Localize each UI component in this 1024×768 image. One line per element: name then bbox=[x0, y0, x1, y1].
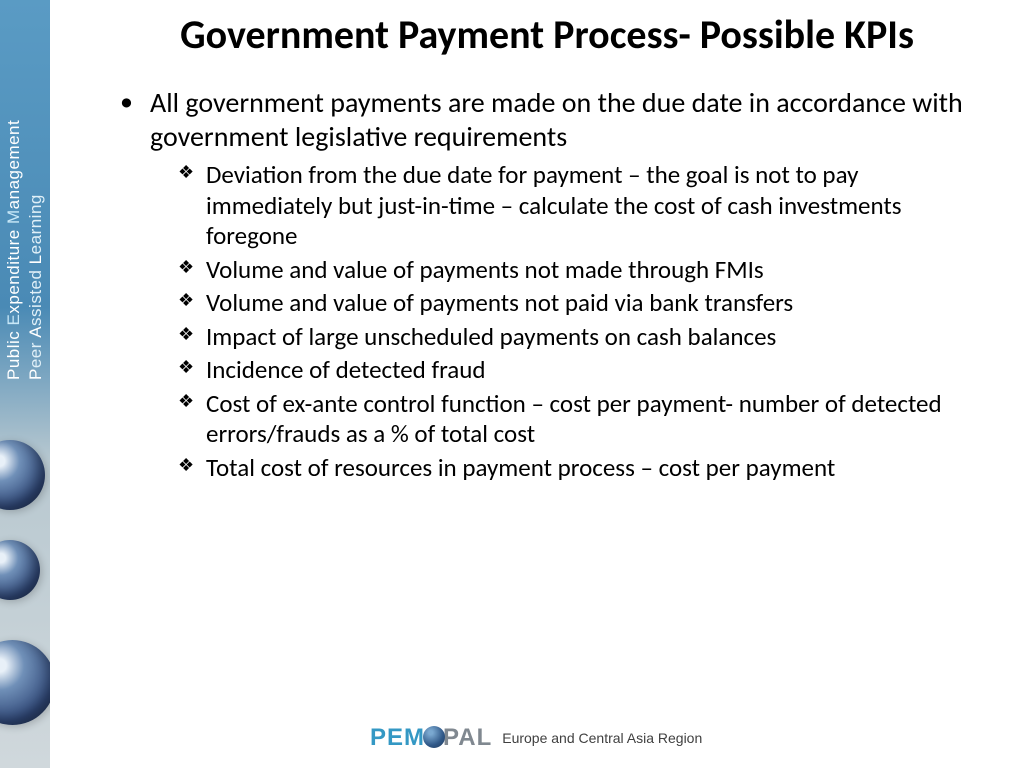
sidebar-decoration: Public Expenditure Management Peer Assis… bbox=[0, 0, 50, 768]
sub-bullet-item: Volume and value of payments not made th… bbox=[178, 255, 984, 286]
pempal-logo: PEMPAL bbox=[370, 724, 492, 752]
globe-icon bbox=[0, 440, 45, 510]
sub-bullet-item: Cost of ex-ante control function – cost … bbox=[178, 389, 984, 450]
sidebar-branding-text: Public Expenditure Management Peer Assis… bbox=[4, 120, 46, 380]
sub-bullet-list: Deviation from the due date for payment … bbox=[150, 160, 984, 483]
logo-tagline: Europe and Central Asia Region bbox=[502, 730, 702, 746]
globe-icon bbox=[0, 640, 50, 725]
sub-bullet-item: Incidence of detected fraud bbox=[178, 355, 984, 386]
slide-title: Government Payment Process- Possible KPI… bbox=[110, 12, 984, 58]
slide-content: Government Payment Process- Possible KPI… bbox=[50, 0, 1024, 768]
globe-icon bbox=[0, 540, 40, 600]
sub-bullet-item: Impact of large unscheduled payments on … bbox=[178, 322, 984, 353]
main-bullet-item: All government payments are made on the … bbox=[120, 86, 984, 483]
sub-bullet-item: Deviation from the due date for payment … bbox=[178, 160, 984, 252]
main-bullet-text: All government payments are made on the … bbox=[150, 85, 963, 154]
sub-bullet-item: Total cost of resources in payment proce… bbox=[178, 453, 984, 484]
main-bullet-list: All government payments are made on the … bbox=[110, 86, 984, 483]
footer-logo: PEMPAL Europe and Central Asia Region bbox=[370, 724, 702, 752]
sub-bullet-item: Volume and value of payments not paid vi… bbox=[178, 288, 984, 319]
globe-icon bbox=[423, 726, 445, 748]
